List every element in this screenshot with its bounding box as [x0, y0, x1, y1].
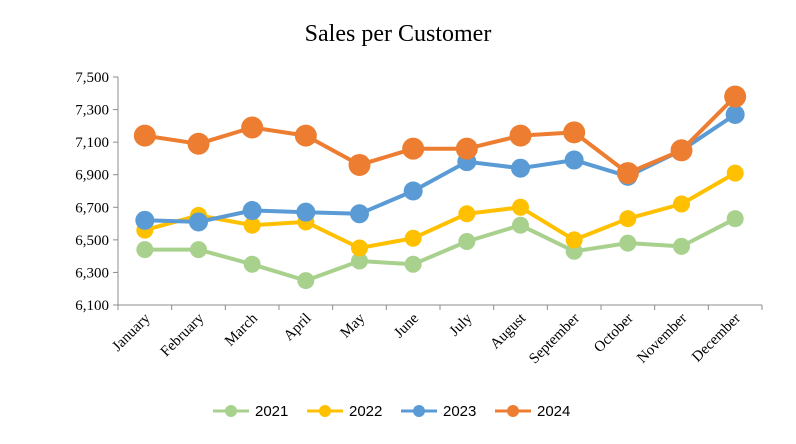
legend-label: 2024	[537, 403, 570, 420]
legend-item-2023: 2023	[401, 403, 476, 420]
x-tick-label: October	[591, 311, 636, 356]
legend-item-2024: 2024	[495, 403, 570, 420]
data-point-2023	[725, 104, 745, 124]
y-tick-label: 7,300	[75, 103, 109, 119]
data-point-2024	[187, 132, 210, 155]
series-line-2023	[144, 112, 737, 224]
data-point-2024	[670, 139, 693, 162]
y-tick-label: 6,700	[75, 200, 109, 216]
data-point-2021	[673, 237, 690, 255]
data-point-2022	[673, 195, 690, 213]
data-point-2024	[563, 121, 586, 144]
x-tick-label: September	[526, 311, 583, 368]
data-point-2021	[619, 234, 637, 252]
data-point-2024	[402, 137, 425, 160]
data-point-2022	[351, 239, 368, 257]
x-tick-label: January	[109, 310, 154, 355]
data-point-2023	[242, 201, 262, 221]
x-tick-label: May	[338, 310, 369, 341]
data-point-2021	[297, 272, 315, 290]
data-point-2021	[243, 255, 261, 273]
data-point-2022	[565, 231, 583, 249]
data-point-2022	[458, 205, 476, 223]
legend-swatch-marker	[507, 405, 519, 417]
legend-item-2022: 2022	[307, 403, 382, 420]
data-point-2024	[455, 137, 478, 160]
data-point-2023	[296, 202, 316, 222]
y-tick-label: 6,100	[75, 298, 109, 314]
legend-swatch-marker	[225, 405, 237, 417]
x-tick-label: November	[634, 311, 690, 367]
series-line-2022	[144, 171, 737, 250]
legend-label: 2022	[349, 403, 382, 420]
x-tick-label: June	[391, 310, 422, 341]
x-tick-label: April	[281, 311, 315, 345]
plot-area: 6,100 6,300 6,500 6,700 6,900 7,100 7,300 7,500…	[75, 70, 763, 368]
data-point-2024	[133, 124, 156, 147]
legend-label: 2021	[255, 403, 288, 420]
x-tick-label: December	[689, 311, 744, 366]
data-point-2022	[619, 210, 637, 228]
y-tick-label: 7,500	[75, 70, 109, 86]
data-point-2021	[404, 255, 422, 273]
series-line-2021	[144, 216, 737, 283]
legend-swatch-marker	[413, 405, 425, 417]
data-point-2021	[458, 232, 476, 250]
series-line-2024	[144, 95, 737, 176]
data-point-2023	[511, 158, 530, 178]
x-tick-label: July	[447, 310, 476, 339]
data-point-2021	[351, 252, 368, 270]
data-point-2024	[616, 162, 639, 185]
data-point-2024	[294, 124, 317, 147]
data-point-2024	[241, 116, 264, 139]
chart-title: Sales per Customer	[305, 21, 492, 47]
data-point-2022	[404, 229, 422, 247]
x-tick-label: February	[158, 310, 208, 360]
data-point-2024	[348, 153, 371, 176]
x-tick-label: August	[487, 310, 530, 353]
data-point-2021	[190, 241, 207, 259]
y-tick-label: 6,500	[75, 233, 109, 249]
data-point-2024	[724, 85, 747, 108]
data-point-2021	[512, 216, 529, 234]
legend-swatch-marker	[319, 405, 331, 417]
data-point-2022	[726, 164, 744, 182]
data-point-2022	[512, 198, 529, 216]
legend-label: 2023	[443, 403, 476, 420]
x-tick-label: March	[222, 310, 261, 349]
data-point-2023	[564, 150, 584, 170]
legend-item-2021: 2021	[213, 403, 288, 420]
data-point-2023	[189, 212, 208, 232]
data-point-2021	[726, 210, 744, 228]
data-point-2023	[403, 181, 423, 201]
data-point-2023	[135, 210, 155, 230]
data-point-2024	[509, 124, 532, 147]
data-point-2022	[243, 216, 261, 234]
y-tick-label: 6,300	[75, 265, 109, 281]
y-tick-label: 6,900	[75, 168, 109, 184]
data-point-2023	[350, 204, 369, 224]
legend: 2021 2022 2023 2024	[213, 403, 570, 420]
data-point-2021	[136, 241, 154, 259]
y-tick-label: 7,100	[75, 135, 109, 151]
